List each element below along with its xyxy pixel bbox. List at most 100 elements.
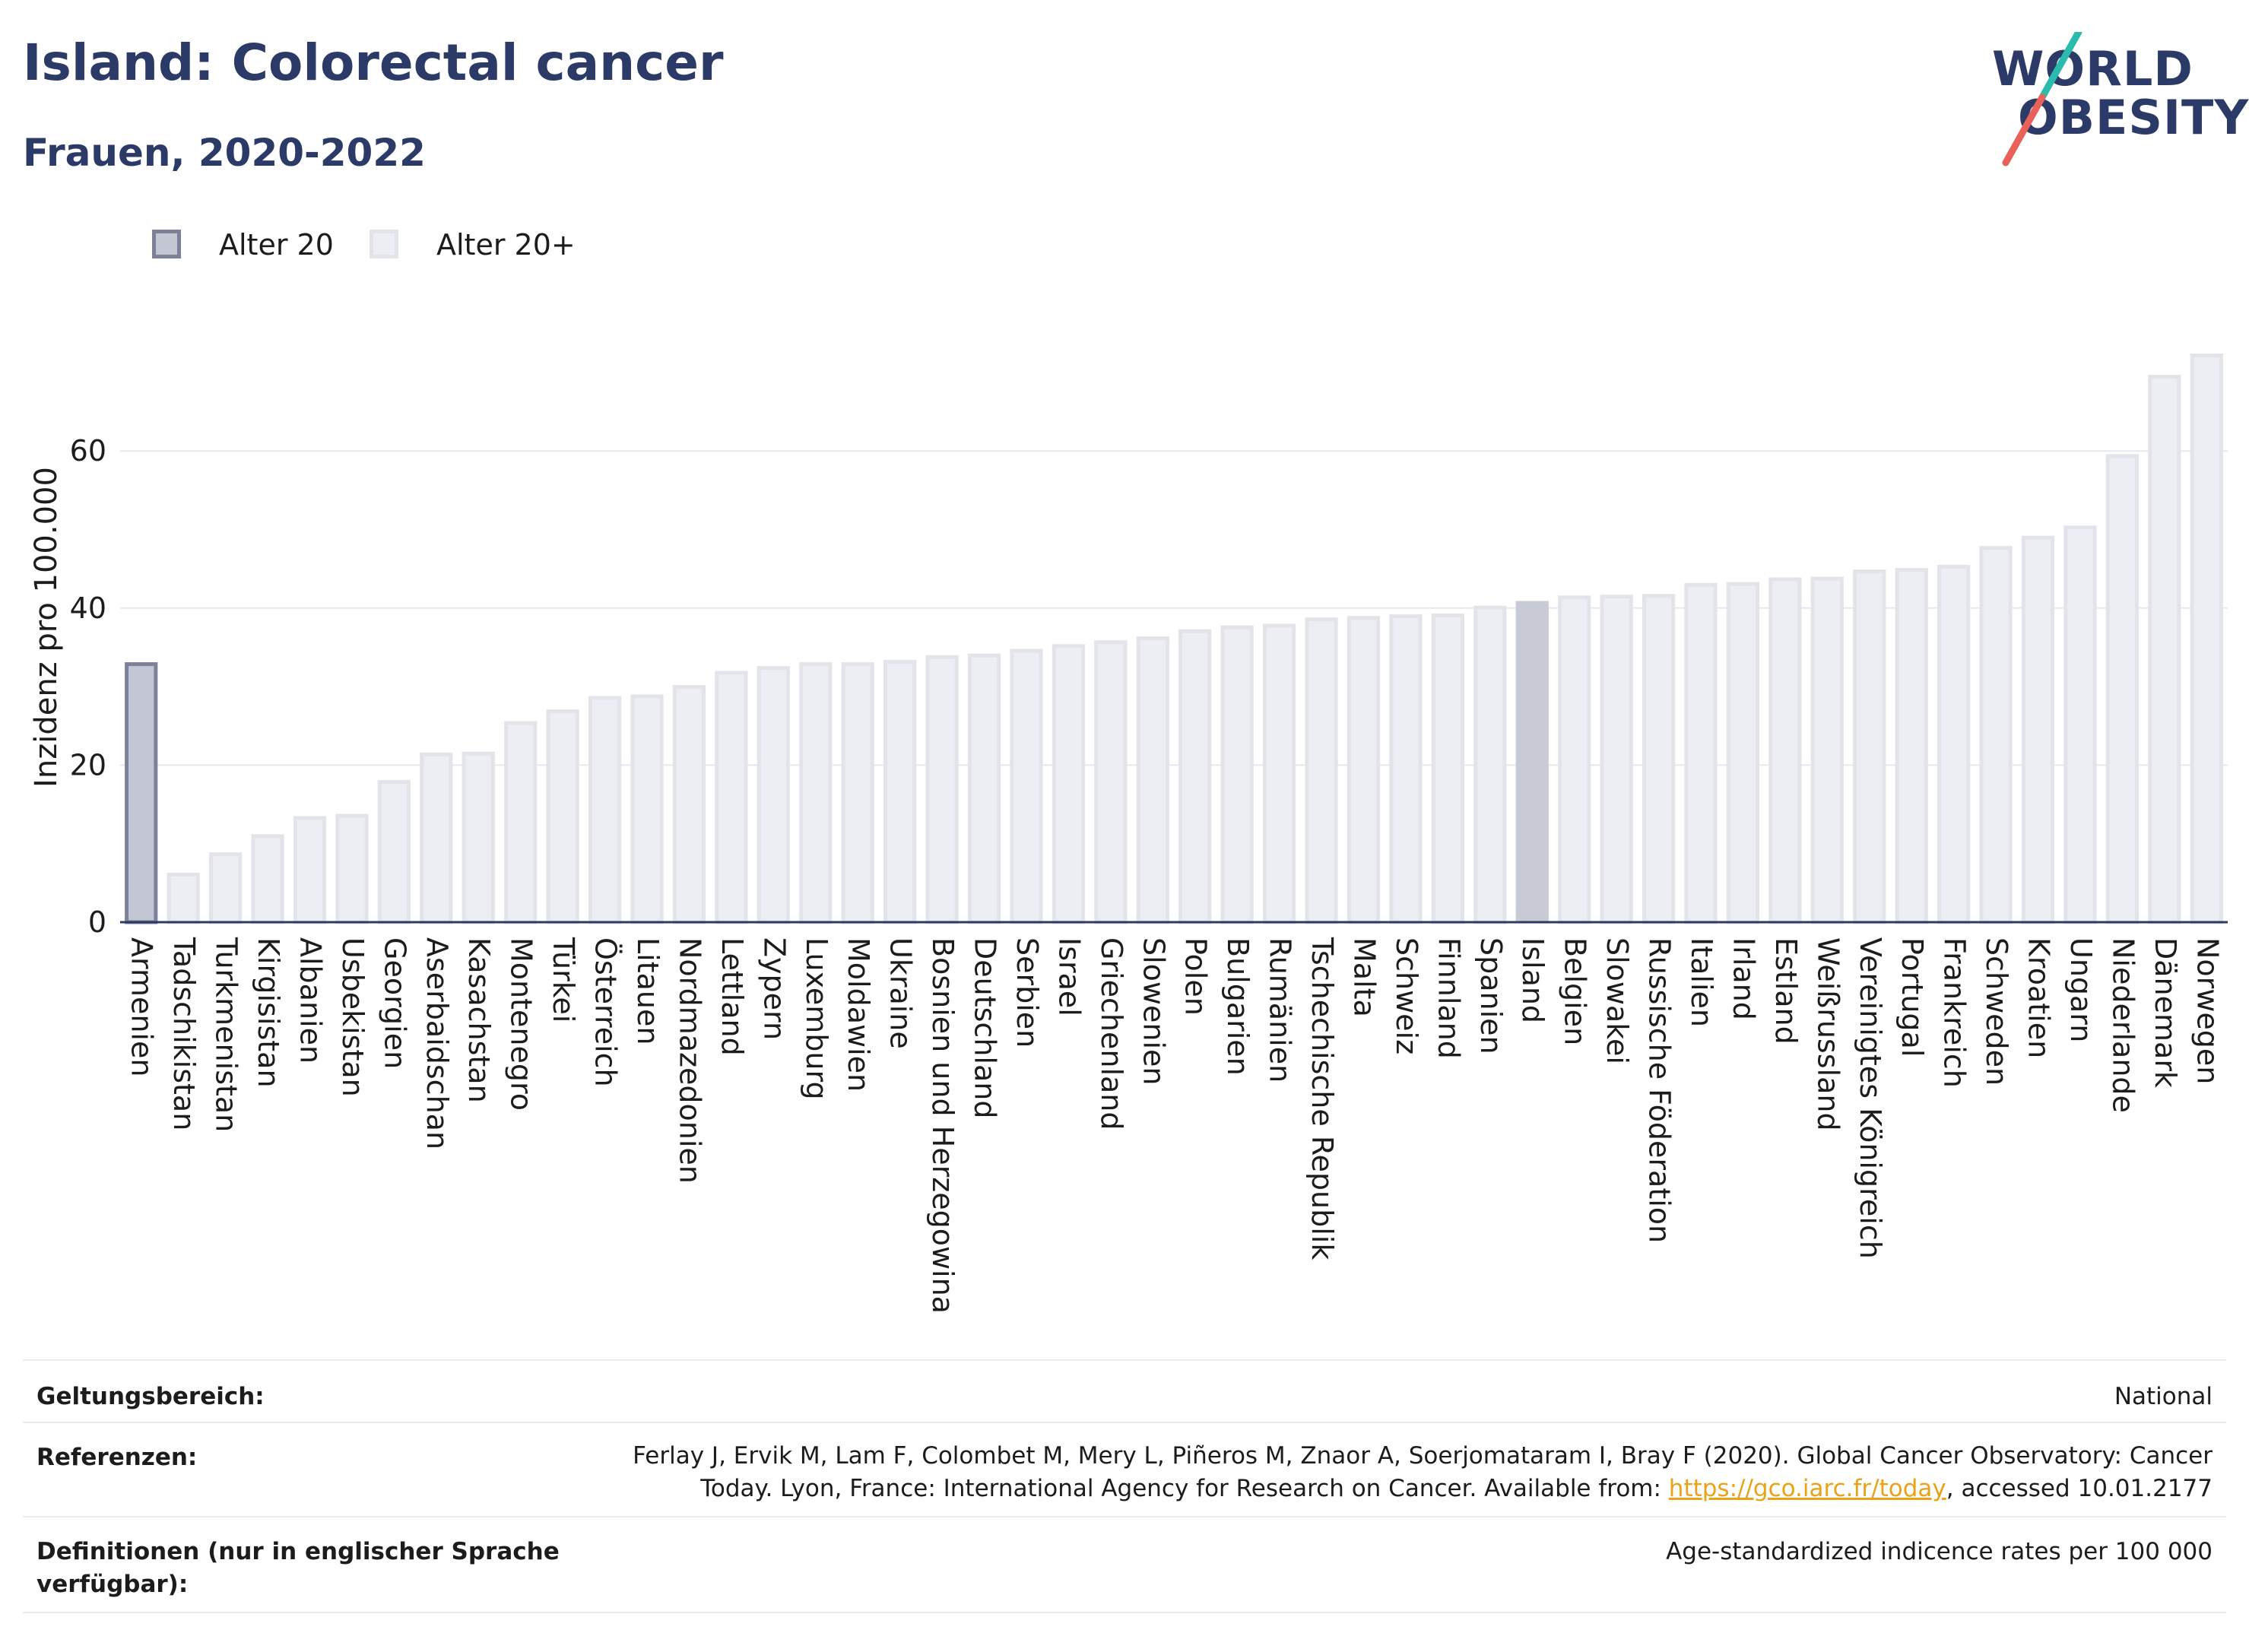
axes: 0 20 40 60 Armenien Tadschikistan Turkmenistan… (70, 434, 2228, 1314)
x-tick-label: Nordmazedonien (673, 937, 706, 1184)
logo-word-world: WORLD (1992, 41, 2193, 97)
x-tick-label: Kroatien (2022, 937, 2056, 1058)
bar-alter-20-plus (2105, 454, 2140, 924)
x-tick-label: Aserbaidschan (420, 937, 454, 1149)
y-tick-label: 40 (70, 591, 106, 625)
y-axis-title: Inzidenz pro 100.000 (29, 467, 64, 788)
y-tick-label: 60 (70, 434, 106, 468)
y-tick-label: 0 (88, 905, 106, 939)
x-tick-label: Israel (1052, 937, 1086, 1016)
meta-row-references: Referenzen: Ferlay J, Ervik M, Lam F, Co… (23, 1422, 2226, 1517)
bar-alter-20-plus (588, 696, 622, 924)
references-line-1: Ferlay J, Ervik M, Lam F, Colombet M, Me… (633, 1442, 2213, 1470)
x-tick-label: Tadschikistan (167, 937, 201, 1130)
bar-alter-20-plus (546, 709, 579, 924)
x-tick-label: Kirgisistan (252, 937, 285, 1088)
chart-subtitle: Frauen, 2020-2022 (23, 131, 426, 175)
bar-alter-20-plus (1178, 629, 1212, 924)
bar-alter-20-plus (1726, 582, 1760, 924)
bar-alter-20-plus (799, 662, 833, 924)
bar-alter-20-plus (377, 780, 411, 924)
bar-alter-20-plus (925, 655, 959, 924)
x-tick-label: Ukraine (884, 937, 918, 1049)
bar-alter-20-plus (1094, 640, 1128, 924)
x-tick-label: Russische Föderation (1643, 937, 1676, 1243)
bar-alter-20-plus (335, 813, 369, 924)
logo-slash-icon (2002, 32, 2082, 166)
x-tick-label: Schweiz (1390, 937, 1423, 1054)
chart-title: Island: Colorectal cancer (23, 33, 724, 92)
bar-alter-20-plus (1768, 577, 1802, 924)
x-tick-label: Estland (1769, 937, 1803, 1045)
x-tick-label: Zypern (757, 937, 791, 1040)
bar-alter-20-plus (757, 666, 790, 924)
x-tick-label: Moldawien (842, 937, 875, 1092)
bar-chart: 0 20 40 60 Armenien Tadschikistan Turkmenistan… (29, 354, 2228, 1314)
x-tick-label: Bosnien und Herzegowina (926, 937, 960, 1314)
x-tick-label: Belgien (1559, 937, 1592, 1045)
x-tick-label: Luxemburg (800, 937, 833, 1100)
x-tick-label: Frankreich (1938, 937, 1971, 1088)
bars (125, 354, 2223, 924)
x-tick-label: Spanien (1474, 937, 1508, 1054)
bar-alter-20-plus (2148, 374, 2181, 924)
references-link[interactable]: https://gco.iarc.fr/today (1668, 1474, 1946, 1502)
x-tick-label: Malta (1347, 937, 1381, 1017)
bar-alter-20-plus (1558, 595, 1591, 924)
x-tick-label: Schweden (1980, 937, 2013, 1086)
x-tick-label: Montenegro (505, 937, 538, 1111)
x-tick-label: Dänemark (2149, 937, 2182, 1088)
x-tick-label: Österreich (589, 937, 623, 1087)
x-tick-label: Norwegen (2190, 937, 2224, 1084)
references-line-2-suffix: , accessed 10.01.2177 (1946, 1474, 2213, 1502)
x-tick-label: Slowenien (1137, 937, 1170, 1086)
bar-alter-20-plus (2063, 525, 2097, 924)
x-tick-label: Armenien (125, 937, 159, 1076)
bar-alter-20-plus (1347, 616, 1381, 924)
bar-alter-20-plus (841, 662, 874, 924)
references-line-2-text: Today. Lyon, France: International Agenc… (700, 1474, 1669, 1502)
bar-alter-20-plus (504, 721, 538, 924)
definitions-label-line-2: verfügbar): (36, 1570, 189, 1598)
legend-label-alter-20-plus: Alter 20+ (436, 228, 576, 262)
scope-value: National (2114, 1383, 2213, 1410)
legend-swatch-alter-20 (152, 230, 181, 258)
bar-alter-20-plus (1684, 582, 1718, 924)
definitions-label-line-1: Definitionen (nur in englischer Sprache (36, 1538, 560, 1565)
bar-alter-20-plus (1305, 617, 1338, 924)
bar-alter-20 (125, 662, 158, 924)
legend-swatch-alter-20-plus (370, 230, 398, 258)
x-tick-label: Vereinigtes Königreich (1854, 937, 1887, 1259)
x-tick-label: Kasachstan (462, 937, 496, 1103)
references-line-2: Today. Lyon, France: International Agenc… (633, 1473, 2213, 1505)
bar-alter-20-plus (715, 671, 748, 924)
bar-alter-20-plus (167, 872, 200, 924)
meta-row-definitions: Definitionen (nur in englischer Sprache … (23, 1516, 2226, 1613)
x-tick-label: Georgien (378, 937, 411, 1069)
x-tick-label: Slowakei (1600, 937, 1634, 1064)
bar-alter-20-plus (1389, 614, 1423, 924)
bar-alter-20-plus (2190, 354, 2223, 924)
x-tick-label: Albanien (293, 937, 327, 1064)
references-label: Referenzen: (36, 1444, 198, 1471)
meta-row-scope: Geltungsbereich: National (23, 1359, 2226, 1423)
x-tick-label: Deutschland (969, 937, 1002, 1118)
x-tick-label: Polen (1179, 937, 1213, 1016)
bar-alter-20-plus (462, 751, 495, 924)
bar-alter-20-plus (1600, 595, 1633, 924)
bar-alter-20-plus (630, 694, 664, 924)
x-tick-label: Griechenland (1095, 937, 1128, 1130)
bar-alter-20-plus (293, 816, 327, 924)
bar-alter-20-plus (1810, 576, 1844, 924)
bar-alter-20-plus (1010, 648, 1043, 924)
x-tick-label: Italien (1685, 937, 1718, 1027)
x-tick-label: Lettland (715, 937, 749, 1056)
x-tick-label: Portugal (1895, 937, 1929, 1057)
bar-alter-20-plus (1937, 564, 1971, 924)
bar-alter-20-plus (420, 752, 453, 924)
x-tick-label: Irland (1727, 937, 1760, 1020)
bar-alter-20-plus (251, 834, 284, 924)
legend-label-alter-20: Alter 20 (219, 228, 334, 262)
x-tick-label: Tschechische Republik (1305, 937, 1339, 1260)
bar-alter-20-plus (1642, 594, 1676, 924)
